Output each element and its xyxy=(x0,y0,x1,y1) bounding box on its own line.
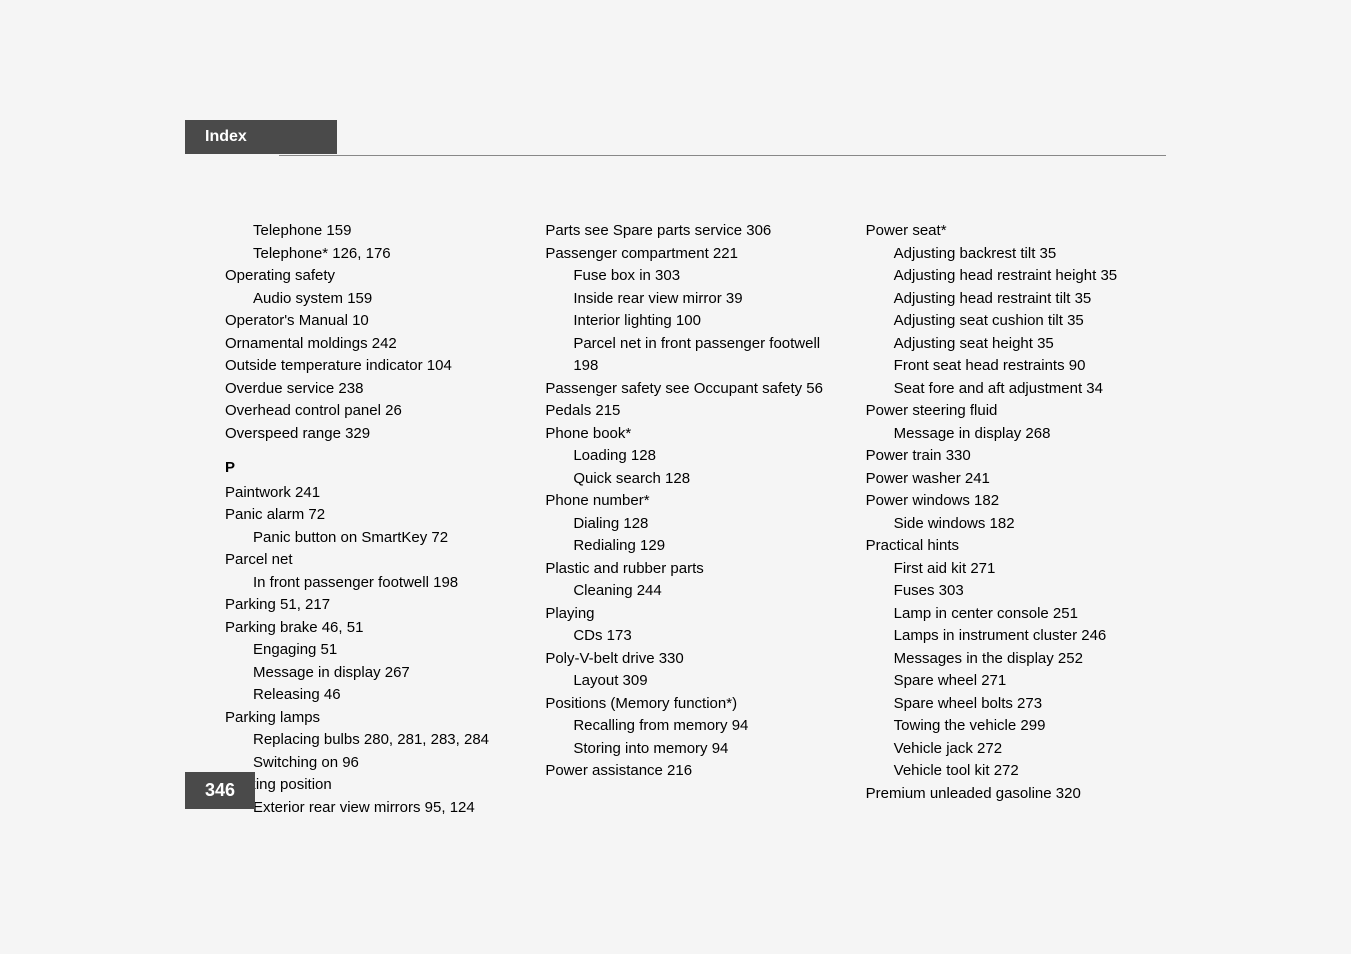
index-entry: Loading 128 xyxy=(545,445,845,468)
index-entry: Operating safety xyxy=(225,265,525,288)
index-entry: Spare wheel 271 xyxy=(866,670,1166,693)
index-entry: Practical hints xyxy=(866,535,1166,558)
page-number-box: 346 xyxy=(185,772,255,809)
index-entry: Storing into memory 94 xyxy=(545,738,845,761)
index-entry: Parking lamps xyxy=(225,707,525,730)
index-entry: Adjusting seat height 35 xyxy=(866,333,1166,356)
index-entry: Front seat head restraints 90 xyxy=(866,355,1166,378)
index-entry: Vehicle tool kit 272 xyxy=(866,760,1166,783)
index-entry: Inside rear view mirror 39 xyxy=(545,288,845,311)
index-entry: First aid kit 271 xyxy=(866,558,1166,581)
index-entry: Parcel net xyxy=(225,549,525,572)
index-entry: Towing the vehicle 299 xyxy=(866,715,1166,738)
index-entry: Lamp in center console 251 xyxy=(866,603,1166,626)
index-entry: Lamps in instrument cluster 246 xyxy=(866,625,1166,648)
index-entry: Parking position xyxy=(225,774,525,797)
header-bar: Index xyxy=(185,120,337,154)
index-entry: CDs 173 xyxy=(545,625,845,648)
index-entry: Power assistance 216 xyxy=(545,760,845,783)
index-entry: Premium unleaded gasoline 320 xyxy=(866,783,1166,806)
index-entry: Phone book* xyxy=(545,423,845,446)
index-entry: Messages in the display 252 xyxy=(866,648,1166,671)
index-entry: Adjusting head restraint tilt 35 xyxy=(866,288,1166,311)
index-entry: Layout 309 xyxy=(545,670,845,693)
index-entry: Overspeed range 329 xyxy=(225,423,525,446)
index-entry: Power steering fluid xyxy=(866,400,1166,423)
index-entry: Recalling from memory 94 xyxy=(545,715,845,738)
index-entry: Panic alarm 72 xyxy=(225,504,525,527)
index-entry: Outside temperature indicator 104 xyxy=(225,355,525,378)
index-entry: Fuses 303 xyxy=(866,580,1166,603)
index-entry: Telephone 159 xyxy=(225,220,525,243)
page-number: 346 xyxy=(205,780,235,800)
index-entry: Seat fore and aft adjustment 34 xyxy=(866,378,1166,401)
index-entry: Power train 330 xyxy=(866,445,1166,468)
index-entry: Power seat* xyxy=(866,220,1166,243)
index-entry: Redialing 129 xyxy=(545,535,845,558)
index-entry: Playing xyxy=(545,603,845,626)
index-entry: Ornamental moldings 242 xyxy=(225,333,525,356)
index-entry: Cleaning 244 xyxy=(545,580,845,603)
index-entry: Positions (Memory function*) xyxy=(545,693,845,716)
index-entry: Releasing 46 xyxy=(225,684,525,707)
index-entry: Pedals 215 xyxy=(545,400,845,423)
index-entry: Vehicle jack 272 xyxy=(866,738,1166,761)
index-entry: Dialing 128 xyxy=(545,513,845,536)
index-entry: Message in display 268 xyxy=(866,423,1166,446)
header-title: Index xyxy=(205,128,247,145)
index-entry: Adjusting backrest tilt 35 xyxy=(866,243,1166,266)
index-entry: Overdue service 238 xyxy=(225,378,525,401)
index-entry: Panic button on SmartKey 72 xyxy=(225,527,525,550)
index-entry: Plastic and rubber parts xyxy=(545,558,845,581)
index-content: Telephone 159Telephone* 126, 176Operatin… xyxy=(225,220,1166,819)
index-entry: Parking brake 46, 51 xyxy=(225,617,525,640)
index-entry: Poly-V-belt drive 330 xyxy=(545,648,845,671)
index-entry: Power windows 182 xyxy=(866,490,1166,513)
index-entry: Replacing bulbs 280, 281, 283, 284 xyxy=(225,729,525,752)
index-entry: Parts see Spare parts service 306 xyxy=(545,220,845,243)
index-entry: Paintwork 241 xyxy=(225,482,525,505)
index-entry: Telephone* 126, 176 xyxy=(225,243,525,266)
index-entry: Passenger compartment 221 xyxy=(545,243,845,266)
column-3: Power seat*Adjusting backrest tilt 35Adj… xyxy=(866,220,1166,819)
column-2: Parts see Spare parts service 306Passeng… xyxy=(545,220,845,819)
index-entry: Exterior rear view mirrors 95, 124 xyxy=(225,797,525,820)
top-border xyxy=(279,155,1166,156)
index-entry: Overhead control panel 26 xyxy=(225,400,525,423)
index-entry: Parcel net in front passenger footwell 1… xyxy=(545,333,845,378)
index-entry: Passenger safety see Occupant safety 56 xyxy=(545,378,845,401)
index-entry: Fuse box in 303 xyxy=(545,265,845,288)
index-entry: Phone number* xyxy=(545,490,845,513)
index-entry: Adjusting head restraint height 35 xyxy=(866,265,1166,288)
index-entry: Adjusting seat cushion tilt 35 xyxy=(866,310,1166,333)
column-1: Telephone 159Telephone* 126, 176Operatin… xyxy=(225,220,525,819)
index-entry: Side windows 182 xyxy=(866,513,1166,536)
index-entry: Switching on 96 xyxy=(225,752,525,775)
index-entry: In front passenger footwell 198 xyxy=(225,572,525,595)
index-entry: Quick search 128 xyxy=(545,468,845,491)
index-entry: Interior lighting 100 xyxy=(545,310,845,333)
index-entry: Parking 51, 217 xyxy=(225,594,525,617)
index-entry: Audio system 159 xyxy=(225,288,525,311)
section-letter: P xyxy=(225,457,525,480)
index-entry: Power washer 241 xyxy=(866,468,1166,491)
index-entry: Spare wheel bolts 273 xyxy=(866,693,1166,716)
index-entry: Operator's Manual 10 xyxy=(225,310,525,333)
index-entry: Engaging 51 xyxy=(225,639,525,662)
index-entry: Message in display 267 xyxy=(225,662,525,685)
